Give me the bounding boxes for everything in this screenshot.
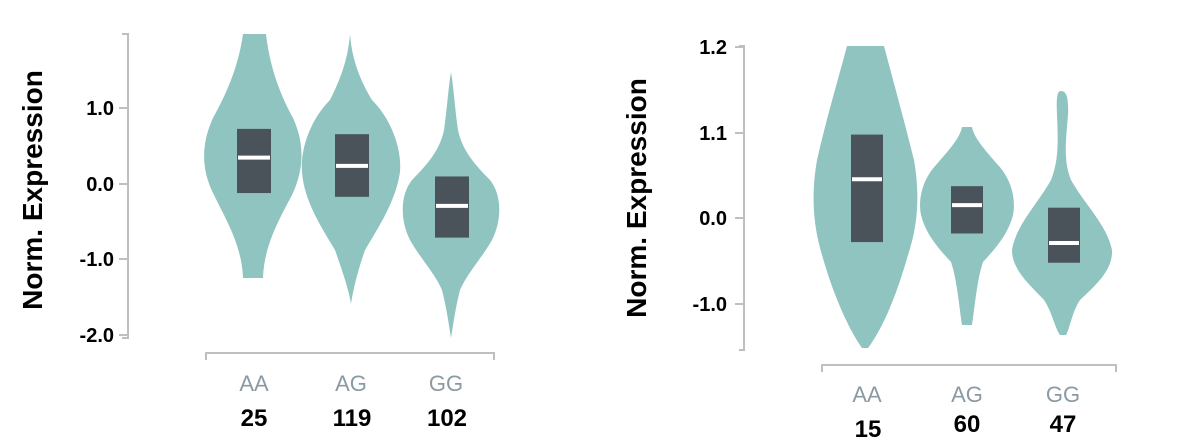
left-x-axis-line xyxy=(205,352,495,360)
right-y-tick-label: 0.0 xyxy=(699,208,727,230)
left-x-category-label: AA xyxy=(239,371,269,396)
right-sample-count: 15 xyxy=(855,416,882,443)
left-sample-count: 119 xyxy=(333,405,372,432)
right-y-tick-label: 1.2 xyxy=(699,37,727,59)
right-x-category-label: AA xyxy=(852,382,882,407)
left-y-tick-label: 0.0 xyxy=(86,174,114,196)
left-violin-chart: Norm. Expression 1.0 0.0 -1.0 -2.0 AA AG… xyxy=(17,33,500,432)
left-sample-count: 25 xyxy=(241,405,268,432)
left-y-tick-label: 1.0 xyxy=(86,98,114,120)
right-sample-count: 47 xyxy=(1050,411,1077,438)
left-y-axis-label: Norm. Expression xyxy=(17,70,48,310)
iqr-box xyxy=(851,134,883,243)
left-y-axis-line xyxy=(122,33,129,339)
right-y-tick-label: -1.0 xyxy=(693,294,727,316)
left-x-category-label: AG xyxy=(335,371,367,396)
right-sample-count: 60 xyxy=(954,411,981,438)
right-y-axis-label: Norm. Expression xyxy=(621,78,652,318)
iqr-box xyxy=(237,128,271,194)
right-x-category-label: AG xyxy=(951,382,983,407)
iqr-box xyxy=(951,186,983,234)
right-y-tick-label: 1.1 xyxy=(699,123,727,145)
left-x-category-label: GG xyxy=(429,371,463,396)
right-violin-chart: Norm. Expression 1.2 1.1 0.0 -1.0 AA AG … xyxy=(621,37,1117,443)
left-sample-count: 102 xyxy=(427,405,467,432)
right-x-axis-line xyxy=(821,364,1117,372)
left-y-tick-label: -2.0 xyxy=(80,325,114,347)
iqr-box xyxy=(1048,207,1080,263)
right-x-category-label: GG xyxy=(1046,382,1080,407)
left-y-tick-label: -1.0 xyxy=(80,249,114,271)
